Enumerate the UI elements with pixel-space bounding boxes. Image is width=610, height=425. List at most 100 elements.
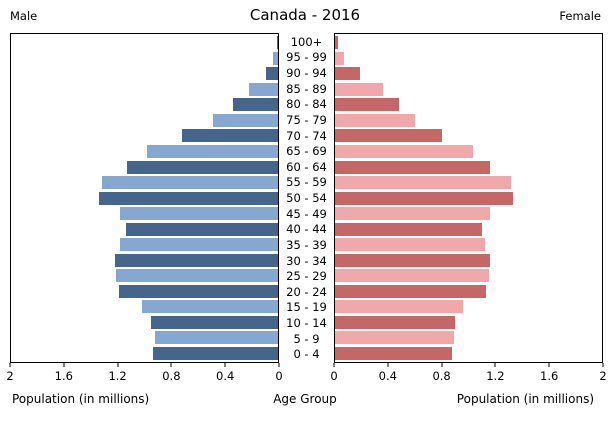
male-bar-45-49 [120, 207, 278, 221]
female-bar-70-74 [335, 129, 442, 143]
male-bar-90-94 [266, 67, 278, 81]
age-label-35-39: 35 - 39 [286, 237, 327, 252]
female-axis-tick-1.6 [548, 363, 550, 367]
female-row-45-49 [335, 206, 602, 222]
female-axis-tick-label-0.4: 0.4 [378, 369, 397, 383]
female-row-35-39 [335, 237, 602, 253]
male-row-95-99 [11, 51, 278, 67]
age-group-labels-column: 100+ 95 - 99 90 - 94 85 - 89 80 - 84 75 - 79 7… [279, 33, 334, 363]
female-axis-tick-label-1.2: 1.2 [486, 369, 505, 383]
age-label-15-19: 15 - 19 [286, 300, 327, 315]
male-axis-tick-0.4 [224, 363, 226, 367]
female-axis-tick-0 [333, 363, 335, 367]
female-bar-30-34 [335, 253, 490, 267]
age-label-80-84: 80 - 84 [286, 97, 327, 112]
male-axis-tick-2 [9, 363, 11, 367]
age-label-60-64: 60 - 64 [286, 159, 327, 174]
female-bar-40-44 [335, 222, 482, 236]
female-bar-45-49 [335, 207, 490, 221]
male-axis-tick-0 [278, 363, 280, 367]
male-axis-tick-label-1.6: 1.6 [54, 369, 73, 383]
female-bar-15-19 [335, 300, 464, 314]
male-row-75-79 [11, 113, 278, 129]
male-bar-15-19 [141, 300, 278, 314]
female-row-75-79 [335, 113, 602, 129]
male-row-80-84 [11, 97, 278, 113]
age-label-85-89: 85 - 89 [286, 81, 327, 96]
female-row-65-69 [335, 144, 602, 160]
male-bar-5-9 [155, 331, 278, 345]
male-bar-65-69 [147, 144, 278, 158]
male-row-40-44 [11, 221, 278, 237]
male-bar-20-24 [119, 284, 278, 298]
male-bar-85-89 [248, 82, 278, 96]
male-row-5-9 [11, 330, 278, 346]
female-row-55-59 [335, 175, 602, 191]
age-label-65-69: 65 - 69 [286, 144, 327, 159]
age-label-45-49: 45 - 49 [286, 206, 327, 221]
male-bar-60-64 [127, 160, 278, 174]
female-bar-55-59 [335, 176, 512, 190]
male-axis-tick-label-0.4: 0.4 [216, 369, 235, 383]
female-axis-tick-1.2 [494, 363, 496, 367]
male-row-45-49 [11, 206, 278, 222]
female-axis-tick-label-0: 0 [330, 369, 338, 383]
male-axis-tick-1.6 [63, 363, 65, 367]
male-row-50-54 [11, 190, 278, 206]
age-label-95-99: 95 - 99 [286, 50, 327, 65]
male-axis-tick-0.8 [170, 363, 172, 367]
male-bar-40-44 [125, 222, 278, 236]
female-bar-90-94 [335, 67, 361, 81]
age-label-0-4: 0 - 4 [293, 347, 320, 362]
female-bar-85-89 [335, 82, 384, 96]
male-row-10-14 [11, 315, 278, 331]
male-row-55-59 [11, 175, 278, 191]
female-axis-tick-0.4 [387, 363, 389, 367]
age-label-90-94: 90 - 94 [286, 66, 327, 81]
male-bar-25-29 [116, 269, 278, 283]
female-bar-50-54 [335, 191, 513, 205]
male-bar-70-74 [181, 129, 278, 143]
age-group-axis-title: Age Group [273, 392, 337, 406]
female-row-15-19 [335, 299, 602, 315]
male-axis-tick-label-1.2: 1.2 [108, 369, 127, 383]
female-bar-65-69 [335, 144, 473, 158]
male-row-35-39 [11, 237, 278, 253]
age-label-20-24: 20 - 24 [286, 284, 327, 299]
female-row-20-24 [335, 284, 602, 300]
male-row-60-64 [11, 159, 278, 175]
male-axis-tick-label-2: 2 [6, 369, 14, 383]
age-label-75-79: 75 - 79 [286, 112, 327, 127]
male-row-0-4 [11, 346, 278, 362]
female-row-30-34 [335, 252, 602, 268]
male-bar-75-79 [212, 113, 278, 127]
age-label-55-59: 55 - 59 [286, 175, 327, 190]
female-row-100plus [335, 35, 602, 51]
female-axis-title: Population (in millions) [456, 392, 594, 406]
male-bar-95-99 [272, 51, 278, 65]
female-row-85-89 [335, 82, 602, 98]
age-label-25-29: 25 - 29 [286, 269, 327, 284]
male-row-15-19 [11, 299, 278, 315]
female-row-0-4 [335, 346, 602, 362]
female-bar-25-29 [335, 269, 489, 283]
female-row-10-14 [335, 315, 602, 331]
age-label-70-74: 70 - 74 [286, 128, 327, 143]
female-axis-ticks: 0 0.4 0.8 1.2 1.6 2 [330, 363, 607, 383]
male-bar-100plus [276, 36, 278, 50]
female-row-50-54 [335, 190, 602, 206]
female-row-95-99 [335, 51, 602, 67]
male-axis-title: Population (in millions) [12, 392, 150, 406]
male-axis-tick-label-0.8: 0.8 [162, 369, 181, 383]
female-axis-tick-label-0.8: 0.8 [432, 369, 451, 383]
female-axis-tick-label-2: 2 [599, 369, 607, 383]
female-axis-tick-0.8 [441, 363, 443, 367]
female-row-70-74 [335, 128, 602, 144]
male-bar-30-34 [115, 253, 278, 267]
age-label-100plus: 100+ [290, 34, 323, 49]
female-row-5-9 [335, 330, 602, 346]
female-bars-panel [334, 33, 603, 363]
female-bar-75-79 [335, 113, 416, 127]
chart-title: Canada - 2016 [249, 6, 361, 24]
